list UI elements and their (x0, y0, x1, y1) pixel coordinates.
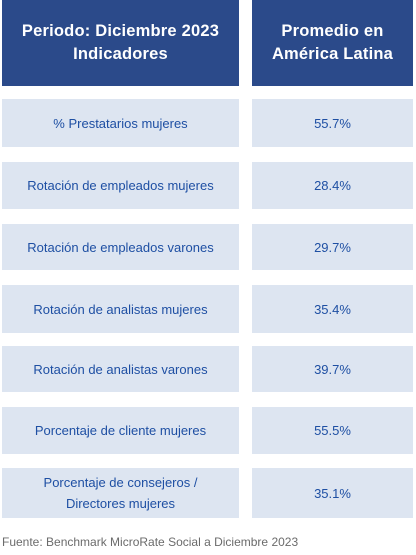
header-average-line1: Promedio en (281, 22, 384, 40)
table-row-label: Rotación de analistas mujeres (2, 285, 239, 333)
header-indicators-label: Indicadores (73, 45, 168, 63)
row-label-text: Rotación de analistas mujeres (33, 301, 208, 317)
row-value-text: 35.4% (314, 301, 351, 317)
row-value-text: 28.4% (314, 178, 351, 193)
row-label-text-line1: Porcentaje de consejeros / (43, 475, 198, 490)
table-row-value: 35.1% (252, 468, 413, 518)
table-row-label: Rotación de analistas varones (2, 346, 239, 392)
row-value-text: 55.7% (314, 115, 351, 131)
table-row-value: 28.4% (252, 162, 413, 209)
row-label-text: Rotación de empleados varones (27, 239, 214, 255)
table-row-value: 29.7% (252, 224, 413, 270)
row-value-text: 35.1% (314, 485, 351, 501)
table-row-value: 35.4% (252, 285, 413, 333)
header-period: Periodo: Diciembre 2023 (21, 22, 220, 40)
header-average-line2: América Latina (271, 45, 394, 63)
table-row-value: 55.7% (252, 99, 413, 147)
row-value-text: 29.7% (314, 239, 351, 255)
row-value-text: 39.7% (314, 361, 351, 377)
table-row-value: 55.5% (252, 407, 413, 454)
row-label-text-line2: Directores mujeres (65, 496, 176, 511)
header-indicators: Periodo: Diciembre 2023 Indicadores (2, 0, 239, 86)
row-label-text: % Prestatarios mujeres (53, 115, 188, 131)
row-label-text: Rotación de analistas varones (33, 361, 208, 377)
row-label-text: Rotación de empleados mujeres (27, 178, 214, 193)
source-note: Fuente: Benchmark MicroRate Social a Dic… (2, 535, 299, 549)
table-row-label: % Prestatarios mujeres (2, 99, 239, 147)
header-average: Promedio en América Latina (252, 0, 413, 86)
row-value-text: 55.5% (314, 423, 351, 438)
table-row-label: Porcentaje de cliente mujeres (2, 407, 239, 454)
row-label-text: Porcentaje de cliente mujeres (34, 423, 207, 438)
table-row-value: 39.7% (252, 346, 413, 392)
table-row-label: Rotación de empleados mujeres (2, 162, 239, 209)
table-row-label: Porcentaje de consejeros / Directores mu… (2, 468, 239, 518)
table-row-label: Rotación de empleados varones (2, 224, 239, 270)
